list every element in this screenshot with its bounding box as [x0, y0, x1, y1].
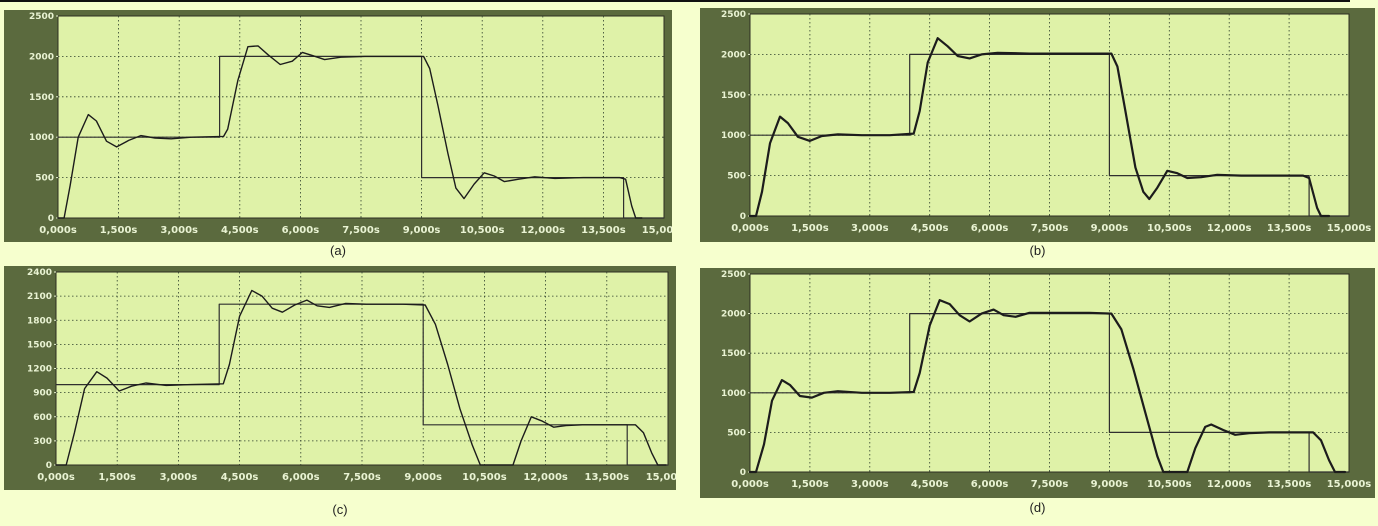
x-tick-label: 10,500s: [1147, 223, 1192, 234]
y-tick-label: 2000: [721, 310, 746, 320]
x-tick-label: 6,000s: [282, 472, 320, 483]
chart-panel-c: 0 300 600 900 1200 1500 1800 2100 2400 0,000s 1,50…: [4, 266, 676, 522]
x-tick-label: 9,000s: [404, 472, 442, 483]
y-tick-label: 900: [33, 389, 52, 399]
x-tick-label: 7,500s: [343, 472, 381, 483]
y-tick-label: 2500: [29, 12, 54, 22]
x-tick-label: 6,000s: [282, 225, 320, 236]
y-tick-label: 1500: [721, 349, 746, 359]
x-tick-label: 3,000s: [851, 223, 889, 234]
series-line-setpoint: [749, 53, 1350, 217]
y-tick-label: 1000: [721, 131, 746, 141]
panel-caption: (a): [330, 243, 346, 258]
chart-panel-d: 0 500 1000 1500 2000 2500 0,000s 1,500s 3,000s 4,…: [700, 268, 1375, 522]
series-line-response: [57, 45, 643, 219]
x-tick-label: 15,000s: [1327, 223, 1372, 234]
y-tick-label: 1000: [29, 133, 54, 143]
chart-svg: 0 500 1000 1500 2000 2500 0,000s 1,500s 3,000s 4,…: [700, 8, 1375, 258]
x-tick-label: 0,000s: [39, 225, 77, 236]
y-tick-label: 0: [740, 212, 746, 222]
y-tick-label: 600: [33, 413, 52, 423]
series-line-response: [55, 289, 667, 466]
series-line-setpoint: [749, 313, 1350, 473]
x-tick-label: 12,000s: [1207, 223, 1252, 234]
x-tick-label: 1,500s: [791, 479, 829, 490]
x-tick-label: 15,000s: [1327, 479, 1372, 490]
y-tick-label: 1000: [721, 389, 746, 399]
x-tick-label: 15,000s: [642, 225, 672, 236]
chart-svg: 0 500 1000 1500 2000 2500 0,000s 1,500s 3,000s 4,…: [700, 268, 1375, 515]
y-tick-label: 500: [727, 428, 746, 438]
x-tick-label: 3,000s: [851, 479, 889, 490]
chart-panel-b: 0 500 1000 1500 2000 2500 0,000s 1,500s 3,000s 4,…: [700, 8, 1375, 260]
x-tick-label: 13,500s: [581, 225, 626, 236]
y-tick-label: 300: [33, 437, 52, 447]
series-line-response: [748, 37, 1331, 218]
x-tick-label: 1,500s: [100, 225, 138, 236]
y-tick-label: 0: [46, 461, 52, 471]
x-tick-label: 0,000s: [37, 472, 75, 483]
y-tick-label: 2500: [721, 270, 746, 280]
x-tick-label: 6,000s: [971, 223, 1009, 234]
x-tick-label: 12,000s: [1207, 479, 1252, 490]
x-tick-label: 7,500s: [1031, 479, 1069, 490]
y-tick-label: 500: [727, 172, 746, 182]
y-tick-label: 2400: [27, 268, 52, 278]
x-tick-label: 13,500s: [585, 472, 630, 483]
series-line-setpoint: [55, 303, 669, 466]
x-tick-label: 4,500s: [911, 479, 949, 490]
y-tick-label: 1800: [27, 316, 52, 326]
chart-svg: 0 500 1000 1500 2000 2500 0,000s 1,500s 3,000s 4,…: [4, 10, 672, 258]
y-tick-label: 0: [48, 214, 54, 224]
panel-caption: (b): [1030, 243, 1046, 258]
y-tick-label: 2000: [29, 52, 54, 62]
x-tick-label: 0,000s: [731, 223, 769, 234]
x-tick-label: 15,000s: [646, 472, 676, 483]
x-tick-label: 4,500s: [221, 472, 259, 483]
chart-svg: 0 300 600 900 1200 1500 1800 2100 2400 0,000s 1,50…: [4, 266, 676, 517]
x-tick-label: 13,500s: [1267, 223, 1312, 234]
x-tick-label: 12,000s: [521, 225, 566, 236]
top-border-line: [0, 0, 1350, 2]
y-tick-label: 2000: [721, 50, 746, 60]
x-tick-label: 9,000s: [1091, 479, 1129, 490]
panel-caption: (c): [332, 502, 347, 517]
x-tick-label: 7,500s: [1031, 223, 1069, 234]
y-tick-label: 500: [35, 174, 54, 184]
x-tick-label: 12,000s: [523, 472, 568, 483]
x-tick-label: 1,500s: [791, 223, 829, 234]
x-tick-label: 4,500s: [221, 225, 259, 236]
x-tick-label: 10,500s: [460, 225, 505, 236]
x-tick-label: 1,500s: [98, 472, 136, 483]
x-tick-label: 3,000s: [160, 225, 198, 236]
chart-panel-a: 0 500 1000 1500 2000 2500 0,000s 1,500s 3,000s 4,…: [4, 10, 672, 260]
x-tick-label: 7,500s: [342, 225, 380, 236]
y-tick-label: 2100: [27, 292, 52, 302]
x-tick-label: 9,000s: [403, 225, 441, 236]
x-tick-label: 6,000s: [971, 479, 1009, 490]
y-tick-label: 0: [740, 468, 746, 478]
panel-caption: (d): [1030, 500, 1046, 515]
y-tick-label: 1500: [29, 93, 54, 103]
x-tick-label: 0,000s: [731, 479, 769, 490]
x-tick-label: 3,000s: [160, 472, 198, 483]
series-line-response: [748, 299, 1347, 474]
series-line-setpoint: [57, 55, 665, 219]
y-tick-label: 1500: [27, 340, 52, 350]
x-tick-label: 9,000s: [1091, 223, 1129, 234]
y-tick-label: 1200: [27, 365, 52, 375]
y-tick-label: 1500: [721, 91, 746, 101]
x-tick-label: 4,500s: [911, 223, 949, 234]
x-tick-label: 10,500s: [462, 472, 507, 483]
y-tick-label: 2500: [721, 10, 746, 20]
x-tick-label: 13,500s: [1267, 479, 1312, 490]
x-tick-label: 10,500s: [1147, 479, 1192, 490]
